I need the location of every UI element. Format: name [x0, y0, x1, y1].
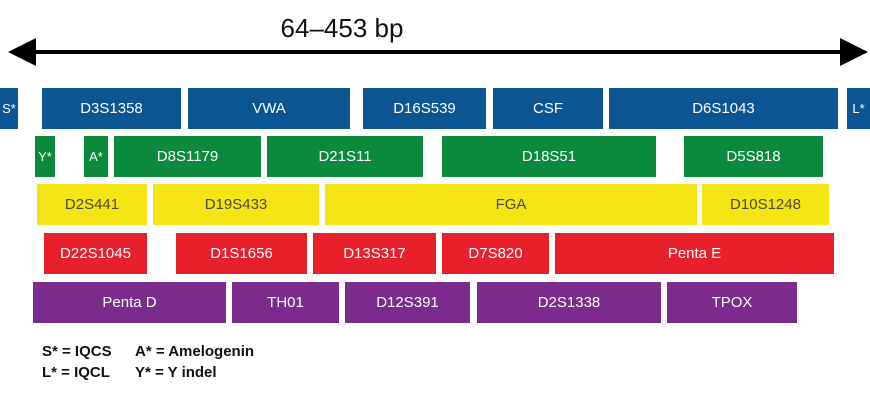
locus-box: D2S441 — [37, 184, 147, 225]
locus-box: D22S1045 — [44, 233, 147, 274]
legend-entry: Y* = Y indel — [135, 364, 217, 381]
locus-box: A* — [84, 136, 108, 177]
locus-box: D21S11 — [267, 136, 423, 177]
locus-box: TPOX — [667, 282, 797, 323]
locus-box: VWA — [188, 88, 350, 129]
locus-box: D18S51 — [442, 136, 656, 177]
locus-box: D1S1656 — [176, 233, 307, 274]
arrow-head-right — [840, 38, 868, 66]
locus-box: D6S1043 — [609, 88, 838, 129]
range-label: 64–453 bp — [281, 13, 404, 43]
locus-box: D3S1358 — [42, 88, 181, 129]
locus-box: D7S820 — [442, 233, 549, 274]
locus-box: FGA — [325, 184, 697, 225]
legend-entry: L* = IQCL — [42, 364, 110, 381]
locus-box: L* — [847, 88, 870, 129]
locus-box: Penta D — [33, 282, 226, 323]
legend-entry: S* = IQCS — [42, 343, 112, 360]
locus-box: D19S433 — [153, 184, 319, 225]
locus-box: D16S539 — [363, 88, 486, 129]
legend-entry: A* = Amelogenin — [135, 343, 255, 360]
locus-box: D5S818 — [684, 136, 823, 177]
locus-box: D2S1338 — [477, 282, 661, 323]
locus-box: D13S317 — [313, 233, 436, 274]
locus-box: D8S1179 — [114, 136, 261, 177]
locus-box: S* — [0, 88, 18, 129]
locus-box: TH01 — [232, 282, 339, 323]
locus-box: D12S391 — [345, 282, 470, 323]
range-arrow: 64–453 bp — [8, 13, 868, 66]
locus-box: Penta E — [555, 233, 834, 274]
locus-box: CSF — [493, 88, 603, 129]
locus-box: Y* — [35, 136, 55, 177]
arrow-head-left — [8, 38, 36, 66]
locus-box: D10S1248 — [702, 184, 829, 225]
